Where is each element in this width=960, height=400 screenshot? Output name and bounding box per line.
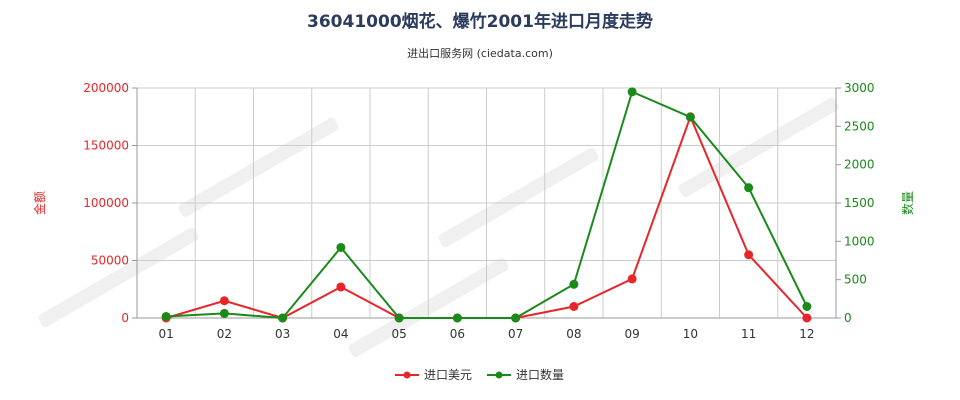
axes-layer: 0 50000 100000 150000 200000 0 500 1000 1500 2000… <box>83 81 874 341</box>
x-tick-label: 04 <box>333 327 348 341</box>
legend-label: 进口美元 <box>424 368 472 382</box>
x-tick-label: 10 <box>683 327 698 341</box>
y-right-tick-label: 500 <box>844 273 867 287</box>
y-left-tick-label: 50000 <box>91 254 129 268</box>
data-point <box>511 313 521 323</box>
data-point <box>161 311 171 321</box>
data-point <box>452 313 462 323</box>
grid-layer <box>136 87 837 319</box>
y-left-tick-label: 150000 <box>83 139 129 153</box>
legend-swatch-marker <box>403 371 411 379</box>
data-point <box>219 308 229 318</box>
data-point <box>569 279 579 289</box>
data-point <box>219 296 229 306</box>
x-tick-label: 12 <box>799 327 814 341</box>
y-right-tick-label: 1000 <box>844 234 875 248</box>
watermark-mark <box>38 227 199 327</box>
y-right-tick-label: 0 <box>844 311 852 325</box>
x-tick-label: 08 <box>566 327 581 341</box>
x-tick-label: 09 <box>624 327 639 341</box>
watermark-mark <box>178 117 339 217</box>
watermark-mark <box>438 147 599 247</box>
chart-title: 36041000烟花、爆竹2001年进口月度走势 <box>307 11 653 32</box>
series-line <box>166 90 808 320</box>
x-tick-label: 07 <box>508 327 523 341</box>
data-point <box>336 242 346 252</box>
legend-swatch-marker <box>495 371 503 379</box>
data-point <box>744 183 754 193</box>
data-point <box>336 282 346 292</box>
x-tick-label: 06 <box>450 327 465 341</box>
data-point <box>627 87 637 97</box>
x-tick-label: 11 <box>741 327 756 341</box>
y-right-tick-label: 3000 <box>844 81 875 95</box>
data-point <box>685 112 695 122</box>
series-layer <box>161 87 812 323</box>
legend: 进口美元 进口数量 <box>395 367 564 382</box>
data-point <box>744 250 754 260</box>
y-axis-left-title: 金额 <box>32 191 47 215</box>
y-left-tick-label: 100000 <box>83 196 129 210</box>
legend-label: 进口数量 <box>516 367 564 382</box>
data-point <box>802 302 812 311</box>
data-point <box>627 274 637 284</box>
y-left-tick-label: 0 <box>121 311 129 325</box>
chart-subtitle: 进出口服务网 (ciedata.com) <box>407 46 553 60</box>
y-right-tick-label: 1500 <box>844 196 875 210</box>
data-point <box>802 313 812 323</box>
x-tick-label: 01 <box>158 327 173 341</box>
y-right-tick-label: 2000 <box>844 158 875 172</box>
x-tick-label: 02 <box>217 327 232 341</box>
y-axis-right-title: 数量 <box>900 191 915 215</box>
data-point <box>394 313 404 323</box>
x-tick-label: 05 <box>391 327 406 341</box>
data-point <box>569 302 579 311</box>
data-point <box>278 313 288 323</box>
x-tick-label: 03 <box>275 327 290 341</box>
y-right-tick-label: 2500 <box>844 119 875 133</box>
watermark-mark <box>678 97 839 197</box>
y-left-tick-label: 200000 <box>83 81 129 95</box>
